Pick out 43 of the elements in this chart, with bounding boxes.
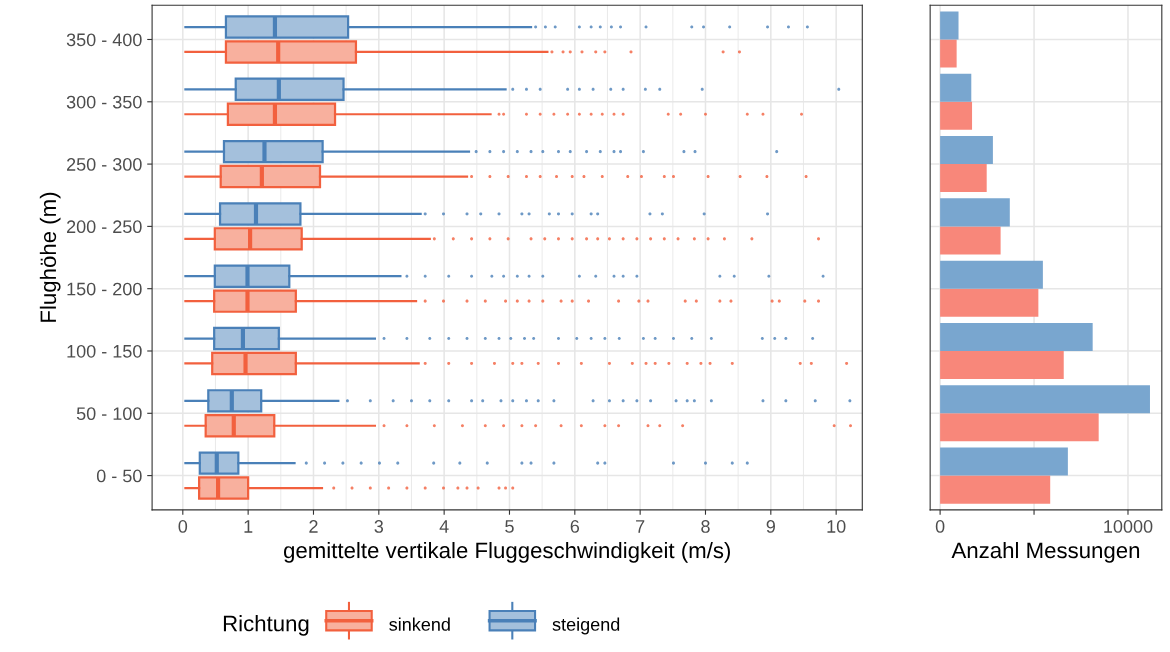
y-tick-label: 200 - 250 [67, 220, 142, 234]
x-tick-label: 7 [636, 520, 645, 533]
x-axis-title: Anzahl Messungen [951, 541, 1140, 563]
legend-label: sinkend [389, 617, 450, 631]
bar [940, 39, 957, 68]
y-tick-label: 100 - 150 [67, 344, 142, 358]
x-tick-label: 10 [827, 520, 846, 533]
y-tick-label: 150 - 200 [67, 282, 142, 296]
bar [940, 475, 1051, 504]
x-tick-label: 10000 [1104, 520, 1153, 533]
bar [940, 198, 1010, 227]
bar [940, 11, 959, 40]
y-tick-label: 50 - 100 [76, 407, 142, 421]
x-tick-label: 1 [244, 520, 253, 533]
bar [940, 322, 1093, 351]
bar [940, 385, 1150, 414]
bar [940, 413, 1099, 442]
bar [940, 73, 972, 102]
legend-label: steigend [552, 617, 620, 635]
bar [940, 101, 973, 130]
x-tick-label: 3 [374, 520, 384, 533]
x-tick-label: 0 [178, 520, 188, 533]
bar [940, 288, 1039, 317]
y-tick-label: 350 - 400 [66, 33, 142, 47]
x-tick-label: 8 [701, 520, 710, 533]
y-tick-label: 0 - 50 [96, 469, 142, 483]
bar [940, 226, 1001, 255]
y-tick-label: 300 - 350 [66, 95, 142, 109]
bar [940, 447, 1068, 476]
bar [940, 164, 987, 193]
x-tick-label: 5 [505, 520, 514, 533]
x-axis-title: gemittelte vertikale Fluggeschwindigkeit (m/s) [283, 541, 730, 563]
x-tick-label: 2 [309, 520, 318, 533]
x-tick-label: 6 [570, 520, 580, 533]
bar [940, 260, 1043, 289]
x-tick-label: 9 [766, 520, 775, 533]
bar [940, 136, 993, 165]
y-tick-label: 250 - 300 [67, 158, 142, 171]
bar [940, 350, 1064, 380]
x-tick-label: 4 [439, 520, 449, 533]
y-axis-title: Flughöhe (m) [39, 192, 61, 322]
x-tick-label: 0 [935, 520, 945, 533]
legend-title: Richtung [223, 615, 309, 636]
